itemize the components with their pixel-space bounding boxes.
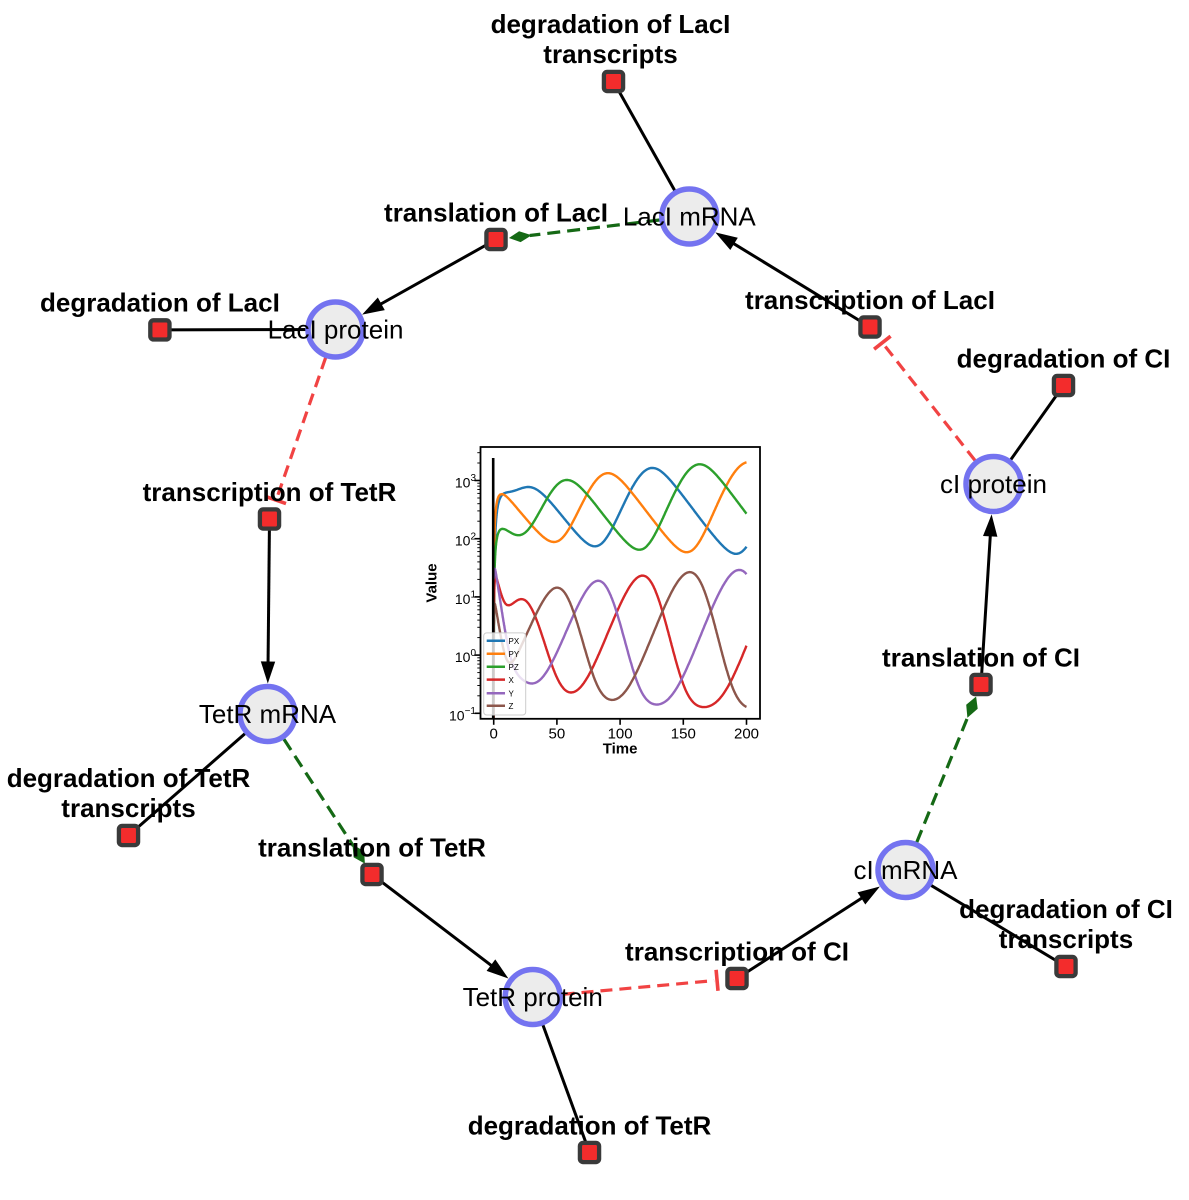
svg-text:cI mRNA: cI mRNA (854, 855, 959, 885)
svg-text:translation of CI: translation of CI (882, 642, 1080, 672)
svg-text:transcription of CI: transcription of CI (625, 936, 849, 966)
svg-text:transcription of TetR: transcription of TetR (143, 477, 397, 507)
svg-text:degradation of LacI: degradation of LacI (491, 9, 731, 39)
svg-text:PZ: PZ (509, 663, 519, 672)
svg-text:102: 102 (455, 531, 477, 548)
svg-text:transcripts: transcripts (61, 793, 195, 823)
svg-text:degradation of TetR: degradation of TetR (7, 763, 251, 793)
svg-text:Value: Value (424, 563, 441, 602)
svg-text:degradation of CI: degradation of CI (959, 894, 1173, 924)
svg-text:LacI mRNA: LacI mRNA (623, 202, 757, 232)
svg-text:PX: PX (509, 637, 520, 646)
svg-text:degradation of TetR: degradation of TetR (468, 1110, 712, 1140)
svg-text:0: 0 (490, 726, 498, 743)
svg-text:50: 50 (549, 726, 566, 743)
svg-text:Time: Time (603, 741, 638, 758)
svg-text:transcripts: transcripts (999, 924, 1133, 954)
svg-text:transcripts: transcripts (543, 39, 677, 69)
svg-text:150: 150 (671, 726, 696, 743)
svg-text:degradation of LacI: degradation of LacI (40, 288, 280, 318)
svg-text:10−1: 10−1 (449, 706, 476, 723)
svg-text:transcription of LacI: transcription of LacI (745, 285, 995, 315)
svg-text:Y: Y (509, 689, 515, 698)
svg-text:200: 200 (734, 726, 759, 743)
svg-text:cI protein: cI protein (940, 469, 1047, 499)
svg-text:Z: Z (509, 702, 514, 711)
svg-text:TetR mRNA: TetR mRNA (199, 699, 337, 729)
svg-text:X: X (509, 676, 515, 685)
svg-text:100: 100 (455, 648, 477, 665)
svg-text:translation of TetR: translation of TetR (258, 832, 486, 862)
svg-text:103: 103 (455, 473, 477, 490)
svg-text:TetR protein: TetR protein (463, 982, 603, 1012)
svg-text:degradation of CI: degradation of CI (957, 343, 1171, 373)
svg-text:100: 100 (608, 726, 633, 743)
svg-text:101: 101 (455, 590, 477, 607)
svg-text:LacI protein: LacI protein (268, 315, 404, 345)
svg-text:translation of LacI: translation of LacI (384, 197, 608, 227)
svg-text:PY: PY (509, 650, 520, 659)
